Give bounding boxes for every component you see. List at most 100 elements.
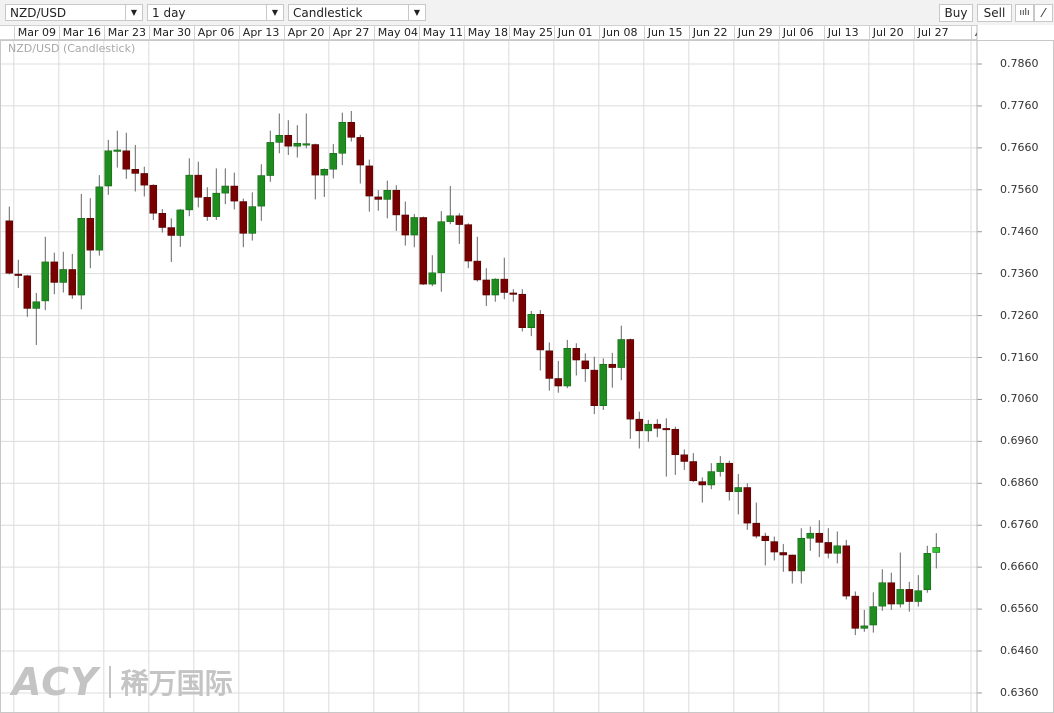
acy-logo-watermark: ACY 稀万国际: [12, 660, 233, 704]
candle-up: [329, 153, 338, 170]
date-tick-label: Jul 13: [823, 26, 869, 39]
chart-type-select[interactable]: Candlestick ▼: [288, 4, 426, 21]
candle-down: [662, 428, 671, 431]
candle-down: [167, 227, 176, 236]
candle-down: [122, 150, 131, 170]
candle-down: [311, 144, 320, 176]
price-tick-label: 0.7060: [1000, 392, 1039, 406]
candle-up: [833, 545, 842, 554]
date-tick-label: A: [971, 26, 977, 39]
candle-up: [41, 261, 50, 302]
symbol-value: NZD/USD: [10, 6, 67, 20]
candle-down: [788, 554, 797, 572]
candle-down: [140, 173, 149, 186]
indicators-icon[interactable]: ıılı: [1015, 4, 1034, 22]
candle-up: [860, 625, 869, 629]
candle-down: [761, 535, 770, 541]
candle-up: [797, 537, 806, 572]
candle-up: [806, 532, 815, 539]
sell-button[interactable]: Sell: [977, 4, 1012, 22]
candle-down: [851, 595, 860, 629]
candle-down: [347, 122, 356, 138]
plot-area: [0, 40, 977, 712]
candle-down: [572, 348, 581, 361]
candle-up: [275, 135, 284, 143]
candle-down: [473, 260, 482, 281]
candle-up: [446, 215, 455, 222]
date-tick-label: Apr 20: [283, 26, 329, 39]
candle-down: [455, 215, 464, 225]
candle-down: [779, 552, 788, 556]
candle-down: [419, 217, 428, 285]
candle-down: [149, 184, 158, 214]
candle-down: [671, 428, 680, 456]
candle-up: [923, 553, 932, 591]
candle-up: [320, 168, 329, 176]
candle-up: [95, 186, 104, 251]
candle-down: [545, 350, 554, 379]
candle-up: [734, 487, 743, 492]
date-tick-label: Jul 06: [778, 26, 824, 39]
candle-up: [59, 269, 68, 283]
candle-up: [914, 590, 923, 602]
interval-select[interactable]: 1 day ▼: [147, 4, 284, 21]
candle-down: [284, 135, 293, 147]
price-tick-label: 0.6960: [1000, 434, 1039, 448]
candle-down: [581, 360, 590, 370]
candle-down: [824, 542, 833, 554]
watermark-brand: ACY: [12, 660, 99, 704]
date-tick-label: Jun 08: [598, 26, 644, 39]
price-tick-label: 0.6460: [1000, 644, 1039, 658]
date-tick-label: Mar 23: [103, 26, 149, 39]
candle-down: [509, 292, 518, 295]
buy-button[interactable]: Buy: [939, 4, 973, 22]
price-tick-label: 0.7660: [1000, 140, 1039, 154]
candle-up: [878, 582, 887, 607]
candle-down: [23, 275, 32, 309]
candle-up: [293, 142, 302, 147]
price-tick-label: 0.7760: [1000, 98, 1039, 112]
date-tick-label: Jun 29: [733, 26, 779, 39]
candle-up: [410, 217, 419, 236]
date-tick-label: Mar 09: [13, 26, 59, 39]
candle-up: [716, 462, 725, 472]
candle-down: [743, 487, 752, 524]
candle-up: [644, 423, 653, 432]
date-tick-label: Apr 13: [238, 26, 284, 39]
candle-up: [563, 348, 572, 387]
toolbar: NZD/USD ▼ 1 day ▼ Candlestick ▼ Buy Sell…: [0, 0, 1054, 25]
chart-type-value: Candlestick: [293, 6, 363, 20]
candle-down: [590, 369, 599, 406]
candle-up: [257, 175, 266, 207]
candle-up: [527, 314, 536, 328]
line-draw-icon[interactable]: ⁄: [1034, 4, 1053, 22]
candle-down: [86, 218, 95, 251]
symbol-select[interactable]: NZD/USD ▼: [5, 4, 143, 21]
candle-down: [536, 314, 545, 351]
candle-down: [752, 522, 761, 537]
candle-up: [113, 149, 122, 152]
watermark-chinese: 稀万国际: [120, 667, 233, 700]
candle-up: [599, 363, 608, 406]
candle-down: [482, 279, 491, 296]
watermark-divider: [108, 666, 111, 698]
price-tick-label: 0.6360: [1000, 685, 1039, 699]
candle-up: [896, 589, 905, 605]
candle-up: [176, 209, 185, 236]
candle-down: [14, 273, 23, 276]
candle-up: [707, 471, 716, 486]
candle-down: [680, 454, 689, 462]
candle-down: [689, 461, 698, 482]
candle-up: [185, 174, 194, 211]
candle-up: [869, 606, 878, 626]
candle-down: [365, 165, 374, 197]
date-axis: Mar 09 Mar 16 Mar 23 Mar 30 Apr 06 Apr 13 Apr …: [0, 25, 977, 40]
candle-down: [518, 293, 527, 328]
candle-up: [491, 278, 500, 296]
chevron-down-icon: ▼: [408, 5, 425, 20]
date-tick-label: Jun 01: [553, 26, 599, 39]
candle-up: [617, 339, 626, 368]
candle-down: [725, 462, 734, 492]
candle-up: [248, 206, 257, 234]
